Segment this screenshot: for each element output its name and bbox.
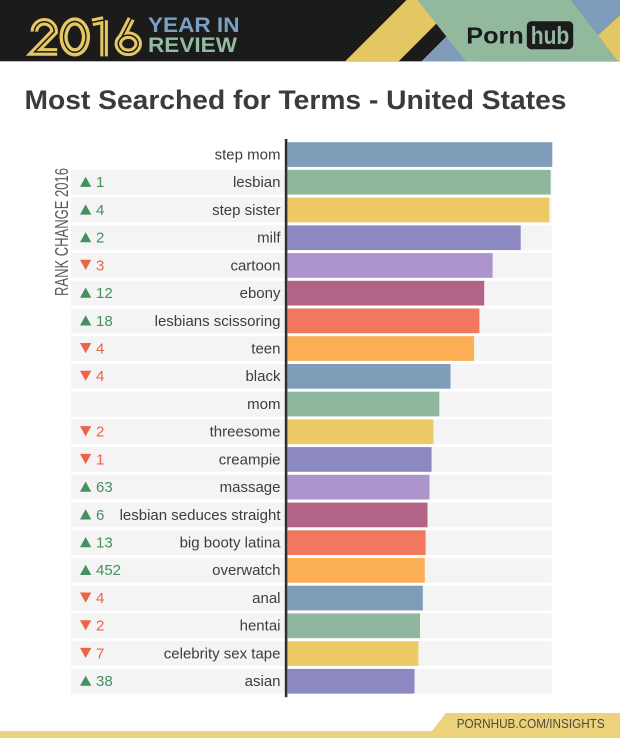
svg-text:Most Searched for Terms - Unit: Most Searched for Terms - United States [25, 85, 567, 115]
svg-text:4: 4 [96, 368, 104, 385]
svg-text:1: 1 [96, 174, 104, 191]
svg-text:452: 452 [96, 562, 121, 579]
svg-text:cartoon: cartoon [230, 257, 280, 274]
svg-text:black: black [245, 368, 281, 385]
svg-text:6: 6 [96, 507, 104, 524]
svg-text:hentai: hentai [240, 618, 281, 635]
svg-text:1: 1 [96, 451, 104, 468]
svg-text:mom: mom [247, 396, 280, 413]
svg-text:overwatch: overwatch [212, 562, 280, 579]
svg-text:2: 2 [96, 424, 104, 441]
svg-text:creampie: creampie [219, 451, 281, 468]
svg-text:threesome: threesome [210, 424, 281, 441]
svg-text:13: 13 [96, 535, 113, 552]
svg-text:REVIEW: REVIEW [148, 33, 238, 57]
svg-text:Porn: Porn [466, 23, 524, 49]
svg-text:ebony: ebony [240, 285, 281, 302]
svg-text:4: 4 [96, 590, 104, 607]
svg-text:massage: massage [220, 479, 281, 496]
svg-text:celebrity sex tape: celebrity sex tape [164, 645, 281, 662]
svg-text:RANK CHANGE 2016: RANK CHANGE 2016 [52, 168, 72, 296]
svg-text:big booty latina: big booty latina [180, 535, 282, 552]
svg-text:12: 12 [96, 285, 113, 302]
svg-text:step mom: step mom [215, 146, 281, 163]
svg-text:step sister: step sister [212, 202, 280, 219]
svg-text:YEAR IN: YEAR IN [148, 13, 240, 37]
svg-text:38: 38 [96, 673, 113, 690]
svg-text:4: 4 [96, 341, 104, 358]
svg-text:anal: anal [252, 590, 280, 607]
svg-text:2: 2 [96, 230, 104, 247]
svg-text:PORNHUB.COM/INSIGHTS: PORNHUB.COM/INSIGHTS [457, 716, 605, 731]
svg-text:7: 7 [96, 645, 104, 662]
svg-text:2: 2 [96, 618, 104, 635]
svg-text:63: 63 [96, 479, 113, 496]
svg-text:18: 18 [96, 313, 113, 330]
svg-text:hub: hub [531, 22, 570, 50]
svg-text:3: 3 [96, 257, 104, 274]
svg-text:asian: asian [245, 673, 281, 690]
svg-text:teen: teen [251, 341, 280, 358]
svg-text:4: 4 [96, 202, 104, 219]
svg-text:milf: milf [257, 230, 281, 247]
svg-text:lesbians scissoring: lesbians scissoring [155, 313, 281, 330]
svg-text:lesbian: lesbian [233, 174, 281, 191]
svg-text:lesbian seduces straight: lesbian seduces straight [120, 507, 282, 524]
